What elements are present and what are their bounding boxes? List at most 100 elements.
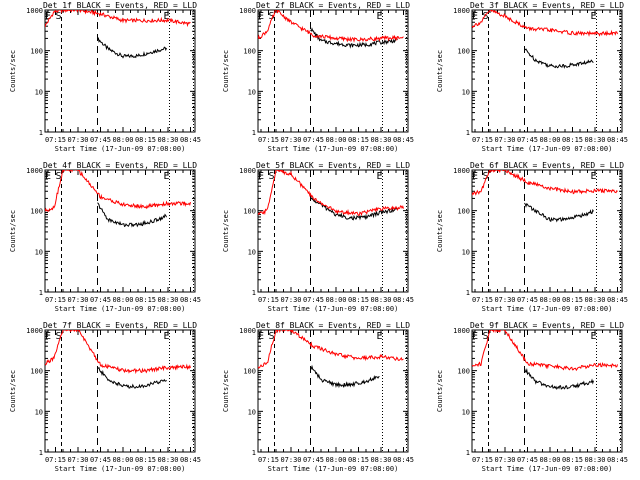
x-tick-label: 08:45 — [393, 136, 414, 144]
x-tick-label: 08:15 — [562, 136, 583, 144]
x-tick-label: 08:15 — [348, 136, 369, 144]
y-tick-label: 10 — [248, 88, 256, 96]
y-tick-label: 1 — [39, 289, 43, 297]
x-tick-label: 08:45 — [607, 136, 628, 144]
chart-panel-9: Det_9f BLACK = Events, RED = LLD 1 10 100 10… — [436, 321, 628, 473]
y-tick-label: 1 — [39, 129, 43, 137]
y-tick-label: 1000 — [26, 327, 43, 335]
chart-panel-1: Det_1f BLACK = Events, RED = LLD 1 10 100 10… — [9, 1, 201, 153]
y-tick-label: 1 — [252, 449, 256, 457]
marker-label-start: S — [482, 11, 488, 22]
x-tick-label: 07:45 — [90, 456, 111, 464]
marker-label-start: S — [55, 331, 61, 342]
x-axis-label: Start Time (17-Jun-09 07:08:00) — [268, 305, 399, 313]
marker-label-start: S — [482, 171, 488, 182]
marker-label-edge: E — [45, 171, 51, 182]
chart-title: Det_1f BLACK = Events, RED = LLD — [43, 1, 197, 10]
x-tick-label: 07:30 — [494, 456, 515, 464]
events-rate-line — [524, 202, 594, 223]
x-tick-label: 07:15 — [258, 296, 279, 304]
marker-label-edge: E — [472, 331, 478, 342]
lld-rate-line — [472, 170, 618, 196]
marker-label-edge: E — [45, 331, 51, 342]
x-tick-label: 07:15 — [472, 136, 493, 144]
events-rate-line — [97, 37, 167, 59]
marker-label-edge: E — [472, 11, 478, 22]
x-tick-label: 08:00 — [325, 296, 346, 304]
y-tick-label: 1000 — [26, 167, 43, 175]
x-tick-label: 08:45 — [393, 456, 414, 464]
x-tick-label: 08:00 — [539, 456, 560, 464]
marker-label-edge: E — [472, 171, 478, 182]
plot-frame — [257, 9, 409, 133]
x-axis-label: Start Time (17-Jun-09 07:08:00) — [55, 465, 186, 473]
chart-title: Det_2f BLACK = Events, RED = LLD — [256, 1, 410, 10]
marker-label-end: E — [590, 11, 596, 22]
y-tick-label: 1000 — [453, 167, 470, 175]
x-tick-label: 08:45 — [607, 296, 628, 304]
x-axis-label: Start Time (17-Jun-09 07:08:00) — [55, 305, 186, 313]
y-axis-label: Counts/sec — [9, 370, 17, 412]
x-tick-label: 08:45 — [607, 456, 628, 464]
x-tick-label: 07:30 — [67, 456, 88, 464]
x-tick-label: 08:30 — [157, 136, 178, 144]
marker-label-start: S — [268, 331, 274, 342]
y-axis-label: Counts/sec — [436, 50, 444, 92]
plot-frame — [257, 329, 409, 453]
marker-label-end: E — [590, 331, 596, 342]
y-tick-label: 10 — [35, 248, 43, 256]
lld-rate-line — [258, 170, 404, 217]
x-tick-label: 07:30 — [67, 136, 88, 144]
y-tick-label: 1000 — [26, 7, 43, 15]
x-tick-label: 08:15 — [348, 296, 369, 304]
chart-title: Det_6f BLACK = Events, RED = LLD — [470, 161, 624, 170]
y-tick-label: 1 — [466, 289, 470, 297]
chart-title: Det_8f BLACK = Events, RED = LLD — [256, 321, 410, 330]
y-tick-label: 10 — [35, 408, 43, 416]
x-axis-label: Start Time (17-Jun-09 07:08:00) — [268, 145, 399, 153]
x-tick-label: 07:45 — [303, 136, 324, 144]
events-rate-line — [310, 364, 380, 389]
marker-label-start: S — [268, 171, 274, 182]
x-tick-label: 08:45 — [180, 296, 201, 304]
y-axis-label: Counts/sec — [222, 370, 230, 412]
x-tick-label: 07:45 — [517, 296, 538, 304]
events-rate-line — [97, 202, 167, 228]
x-tick-label: 07:15 — [472, 456, 493, 464]
y-tick-label: 100 — [457, 368, 470, 376]
x-tick-label: 07:45 — [303, 296, 324, 304]
marker-label-end: E — [590, 171, 596, 182]
plot-frame — [257, 169, 409, 293]
x-tick-label: 07:15 — [45, 456, 66, 464]
y-tick-label: 1000 — [239, 7, 256, 15]
chart-panel-6: Det_6f BLACK = Events, RED = LLD 1 10 100 10… — [436, 161, 628, 313]
plot-frame — [471, 329, 623, 453]
x-tick-label: 08:30 — [584, 136, 605, 144]
x-tick-label: 08:00 — [112, 456, 133, 464]
marker-label-end: E — [376, 171, 382, 182]
x-tick-label: 07:30 — [280, 296, 301, 304]
lld-rate-line — [45, 10, 191, 28]
x-tick-label: 08:15 — [135, 296, 156, 304]
y-tick-label: 100 — [30, 48, 43, 56]
chart-panel-4: Det_4f BLACK = Events, RED = LLD 1 10 100 10… — [9, 161, 201, 313]
x-tick-label: 08:15 — [562, 296, 583, 304]
y-tick-label: 100 — [30, 368, 43, 376]
x-tick-label: 08:30 — [370, 456, 391, 464]
marker-label-start: S — [55, 11, 61, 22]
marker-label-end: E — [163, 11, 169, 22]
events-rate-line — [310, 197, 398, 221]
x-axis-label: Start Time (17-Jun-09 07:08:00) — [482, 305, 613, 313]
marker-label-start: S — [482, 331, 488, 342]
chart-title: Det_3f BLACK = Events, RED = LLD — [470, 1, 624, 10]
events-rate-line — [97, 366, 167, 389]
x-tick-label: 08:45 — [180, 136, 201, 144]
chart-panel-5: Det_5f BLACK = Events, RED = LLD 1 10 100 10… — [222, 161, 414, 313]
x-tick-label: 07:15 — [258, 456, 279, 464]
x-tick-label: 08:30 — [157, 456, 178, 464]
x-tick-label: 08:00 — [112, 136, 133, 144]
chart-panel-3: Det_3f BLACK = Events, RED = LLD 1 10 100 10… — [436, 1, 628, 153]
y-tick-label: 1000 — [453, 7, 470, 15]
plot-frame — [44, 9, 196, 133]
